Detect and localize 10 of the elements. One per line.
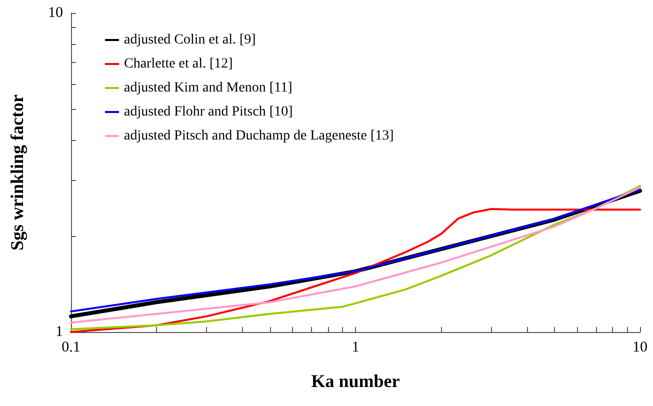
legend-label: adjusted Pitsch and Duchamp de Lageneste [13] [124,128,394,144]
legend-label: adjusted Colin et al. [9] [124,32,256,48]
x-tick-label: 10 [632,340,648,356]
legend-label: Charlette et al. [12] [124,56,233,72]
x-tick-label: 0.1 [62,340,80,356]
x-axis-title: Ka number [311,371,400,391]
legend-label: adjusted Flohr and Pitsch [10] [124,104,293,120]
legend-label: adjusted Kim and Menon [11] [124,80,292,96]
y-axis-title: Sgs wrinkling factor [7,94,27,251]
x-tick-label: 1 [352,340,360,356]
